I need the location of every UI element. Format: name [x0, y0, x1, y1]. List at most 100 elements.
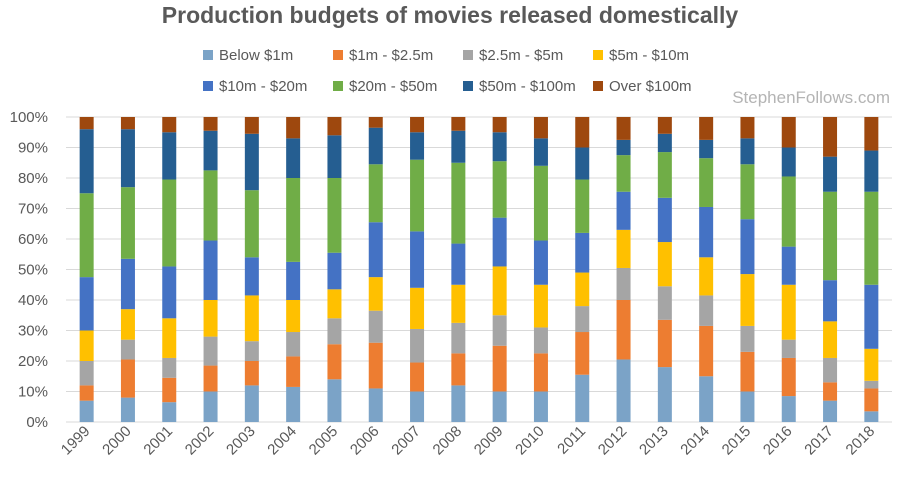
bar-segment — [781, 147, 796, 177]
bar-segment — [244, 341, 259, 361]
x-tick-label: 2001 — [140, 423, 176, 459]
x-tick-label: 2013 — [636, 423, 672, 459]
bar-segment — [657, 242, 672, 287]
bar-segment — [162, 266, 177, 319]
bar-segment — [244, 385, 259, 422]
x-tick-label: 2004 — [264, 423, 300, 459]
x-tick-label: 2005 — [306, 423, 342, 459]
bar-segment — [533, 240, 548, 285]
bar-segment — [616, 300, 631, 360]
y-tick-label: 10% — [18, 384, 48, 401]
bar-segment — [575, 117, 590, 148]
bar-segment — [699, 376, 714, 422]
bar-segment — [451, 162, 466, 244]
bar-segment — [657, 367, 672, 422]
bar-segment — [864, 284, 879, 349]
legend-label: $5m - $10m — [609, 47, 689, 64]
bar-segment — [575, 332, 590, 375]
bar-segment — [244, 361, 259, 386]
bar-segment — [781, 246, 796, 285]
bar-segment — [244, 295, 259, 342]
bar-segment — [327, 135, 342, 178]
bar-segment — [533, 391, 548, 422]
bar-segment — [823, 382, 838, 401]
bar-segment — [162, 357, 177, 378]
bar-segment — [740, 164, 755, 220]
bar-segment — [410, 231, 425, 288]
bar-segment — [79, 117, 94, 130]
bar-segment — [203, 130, 218, 171]
legend-swatch — [463, 81, 473, 91]
bar-segment — [79, 361, 94, 386]
bar-segment — [823, 117, 838, 157]
bar-segment — [244, 257, 259, 296]
bar-segment — [781, 396, 796, 422]
bar-segment — [244, 133, 259, 191]
bar-segment — [575, 179, 590, 233]
bar-segment — [203, 240, 218, 300]
bar-segment — [327, 252, 342, 290]
bar-segment — [162, 402, 177, 422]
bar-segment — [120, 339, 135, 360]
bar-segment — [699, 295, 714, 326]
bar-segment — [823, 357, 838, 383]
bar-segment — [120, 187, 135, 259]
bar-segment — [492, 266, 507, 316]
bars — [79, 117, 879, 422]
x-tick-label: 2006 — [347, 423, 383, 459]
bar-segment — [492, 345, 507, 392]
bar-segment — [492, 315, 507, 346]
bar-segment — [740, 219, 755, 275]
x-tick-label: 2011 — [554, 423, 589, 458]
legend-label: $20m - $50m — [349, 78, 437, 95]
bar-segment — [864, 388, 879, 412]
bar-segment — [864, 150, 879, 192]
bar-segment — [162, 318, 177, 358]
bar-segment — [368, 127, 383, 165]
bar-segment — [327, 117, 342, 136]
bar-segment — [616, 155, 631, 192]
bar-segment — [368, 164, 383, 223]
x-tick-label: 2016 — [760, 423, 796, 459]
bar-segment — [575, 272, 590, 307]
bar-segment — [823, 321, 838, 358]
bar-segment — [864, 191, 879, 285]
bar-segment — [203, 300, 218, 337]
y-axis-ticks: 0% 10% 20% 30% 40% 50% 60% 70% 80% 90% 100% — [10, 109, 48, 431]
bar-segment — [162, 179, 177, 267]
bar-segment — [368, 342, 383, 389]
bar-segment — [244, 190, 259, 258]
bar-segment — [533, 165, 548, 241]
y-tick-label: 100% — [10, 109, 48, 126]
legend-swatch — [463, 50, 473, 60]
bar-segment — [575, 147, 590, 180]
bar-segment — [410, 287, 425, 329]
legend-swatch — [203, 81, 213, 91]
x-tick-label: 2012 — [595, 423, 631, 459]
x-tick-label: 1999 — [58, 423, 94, 459]
bar-segment — [575, 374, 590, 422]
bar-segment — [203, 170, 218, 241]
bar-segment — [451, 322, 466, 354]
legend-swatch — [203, 50, 213, 60]
bar-segment — [286, 117, 301, 139]
watermark: StephenFollows.com — [732, 88, 890, 107]
bar-segment — [781, 357, 796, 397]
bar-segment — [740, 117, 755, 139]
bar-segment — [120, 129, 135, 188]
bar-segment — [120, 359, 135, 398]
bar-segment — [575, 306, 590, 333]
bar-segment — [699, 139, 714, 159]
bar-segment — [286, 386, 301, 422]
bar-segment — [533, 353, 548, 392]
bar-segment — [657, 319, 672, 368]
bar-segment — [120, 117, 135, 130]
x-tick-label: 2017 — [801, 423, 837, 459]
legend-label: $2.5m - $5m — [479, 47, 563, 64]
y-tick-label: 50% — [18, 262, 48, 279]
legend-label: $50m - $100m — [479, 78, 576, 95]
bar-segment — [781, 176, 796, 247]
bar-segment — [327, 318, 342, 345]
bar-segment — [286, 300, 301, 333]
